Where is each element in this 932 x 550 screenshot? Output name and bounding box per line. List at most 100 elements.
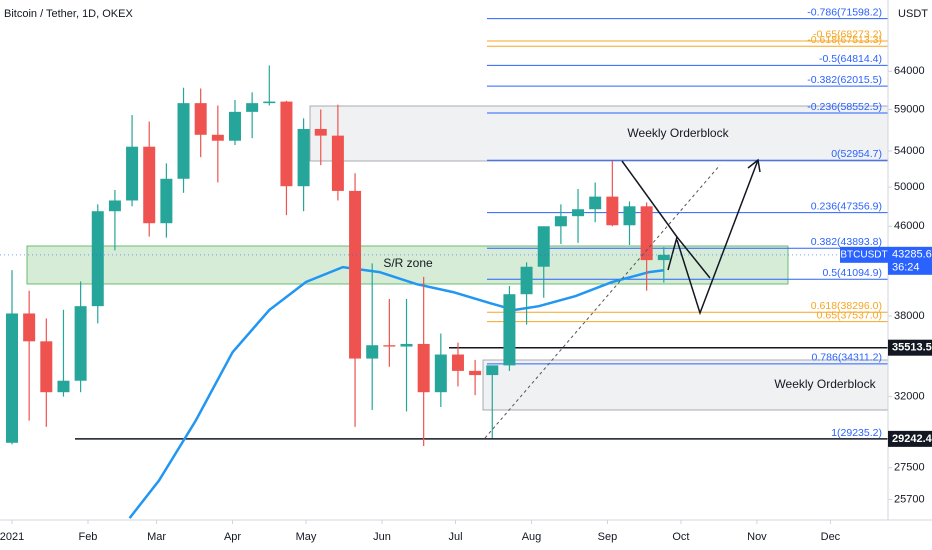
candle-body xyxy=(349,190,362,359)
fib-label: 1(29235.2) xyxy=(831,427,882,439)
x-tick-label: Mar xyxy=(147,531,166,543)
y-tick-label: 54000 xyxy=(894,145,925,157)
y-tick-label: 50000 xyxy=(894,181,925,193)
candle-body xyxy=(589,196,602,210)
level-tag xyxy=(888,339,932,356)
y-tick-label: 25700 xyxy=(894,493,925,505)
x-tick-label: Oct xyxy=(672,531,689,543)
fib-label: 0.236(47356.9) xyxy=(811,200,882,212)
moving-average xyxy=(128,265,664,519)
price-tag xyxy=(888,246,932,275)
fib-label: -0.65(68273.2) xyxy=(813,29,882,41)
candle-body xyxy=(126,146,139,201)
x-tick-label: 2021 xyxy=(0,531,24,543)
fib-label: 0(52954.7) xyxy=(831,148,882,160)
x-tick-label: Jun xyxy=(373,531,391,543)
candle-body xyxy=(400,343,413,347)
candle-body xyxy=(640,206,653,261)
x-tick-label: Nov xyxy=(747,531,767,543)
fib-label: -0.382(62015.5) xyxy=(807,74,882,86)
y-tick-label: 59000 xyxy=(894,103,925,115)
candle-body xyxy=(40,341,53,393)
candle-body xyxy=(486,365,499,376)
orderblock-zone xyxy=(482,359,889,411)
level-tag-label: 29242.4 xyxy=(892,433,932,445)
level-tag xyxy=(888,430,932,447)
candle-body xyxy=(503,294,516,366)
candle-body xyxy=(451,354,464,371)
drawing-line xyxy=(667,235,711,279)
candle-body xyxy=(434,354,447,393)
candle-body xyxy=(23,313,36,342)
candle-body xyxy=(314,128,327,136)
candle-body xyxy=(554,216,567,227)
x-tick-label: Feb xyxy=(78,531,97,543)
price-tag-label: 43285.6 xyxy=(892,249,932,261)
projection-arrow xyxy=(676,159,759,316)
fib-label: -0.618(67513.3) xyxy=(807,34,882,46)
annotation: Weekly Orderblock xyxy=(627,126,729,140)
candle-body xyxy=(469,370,482,376)
fib-label: 0.382(43893.8) xyxy=(811,236,882,248)
drawing-line xyxy=(621,160,678,238)
candle-body xyxy=(228,111,241,141)
candle-body xyxy=(606,196,619,226)
candle-body xyxy=(143,146,156,224)
x-tick-label: Aug xyxy=(522,531,542,543)
candle-body xyxy=(57,380,70,393)
price-axis xyxy=(888,0,932,550)
x-tick-label: May xyxy=(296,531,317,543)
y-tick-label: 32000 xyxy=(894,390,925,402)
candle-body xyxy=(6,313,19,443)
candle-body xyxy=(417,343,430,393)
candle-body xyxy=(108,200,121,212)
candle-body xyxy=(160,178,173,224)
fib-label: 0.618(38296.0) xyxy=(811,300,882,312)
symbol-tag-label: BTCUSDT xyxy=(840,249,887,260)
annotation: S/R zone xyxy=(383,256,433,270)
fib-label: 0.786(34311.2) xyxy=(812,352,882,364)
x-tick-label: Sep xyxy=(598,531,618,543)
currency-label: USDT xyxy=(898,8,928,20)
candle-body xyxy=(74,306,87,381)
x-tick-label: Apr xyxy=(224,531,241,543)
candle-body xyxy=(211,134,224,141)
candle-body xyxy=(657,254,670,261)
candle-body xyxy=(177,103,190,179)
candle-body xyxy=(366,345,379,359)
fib-label: -0.236(58552.5) xyxy=(807,101,882,113)
x-tick-label: Jul xyxy=(448,531,462,543)
candle-body xyxy=(537,226,550,267)
y-tick-label: 38000 xyxy=(894,310,925,322)
orderblock-zone xyxy=(309,105,889,162)
sr-zone xyxy=(26,245,789,285)
arrow-head xyxy=(747,158,761,173)
level-tag-label: 35513.5 xyxy=(892,342,932,354)
candle-body xyxy=(383,345,396,347)
candle-body xyxy=(572,209,585,217)
candle-body xyxy=(91,211,104,307)
y-tick-label: 64000 xyxy=(894,65,925,77)
y-tick-label: 27500 xyxy=(894,462,925,474)
x-tick-label: Dec xyxy=(821,531,841,543)
fib-label: 0.5(41094.9) xyxy=(822,267,882,279)
plot: -0.786(71598.2) -0.65(68273.2)-0.618(6751… xyxy=(6,6,888,519)
candle-body xyxy=(246,103,259,112)
candle-body xyxy=(194,103,207,135)
candle-body xyxy=(280,101,293,187)
countdown-label: 36:24 xyxy=(892,262,920,274)
trendline xyxy=(484,164,721,439)
candle-body xyxy=(520,266,533,295)
candle-body xyxy=(623,206,636,226)
annotation: Weekly Orderblock xyxy=(774,377,876,391)
fib-label: 0.65(37537.0) xyxy=(817,309,882,321)
symbol-tag xyxy=(840,246,888,263)
fib-label: -0.5(64814.4) xyxy=(819,53,882,65)
candle-body xyxy=(263,101,276,104)
candle-body xyxy=(331,135,344,191)
candle-body xyxy=(297,128,310,187)
chart-title: Bitcoin / Tether, 1D, OKEX xyxy=(4,8,133,20)
y-tick-label: 46000 xyxy=(894,220,925,232)
fib-label: -0.786(71598.2) xyxy=(807,6,882,18)
